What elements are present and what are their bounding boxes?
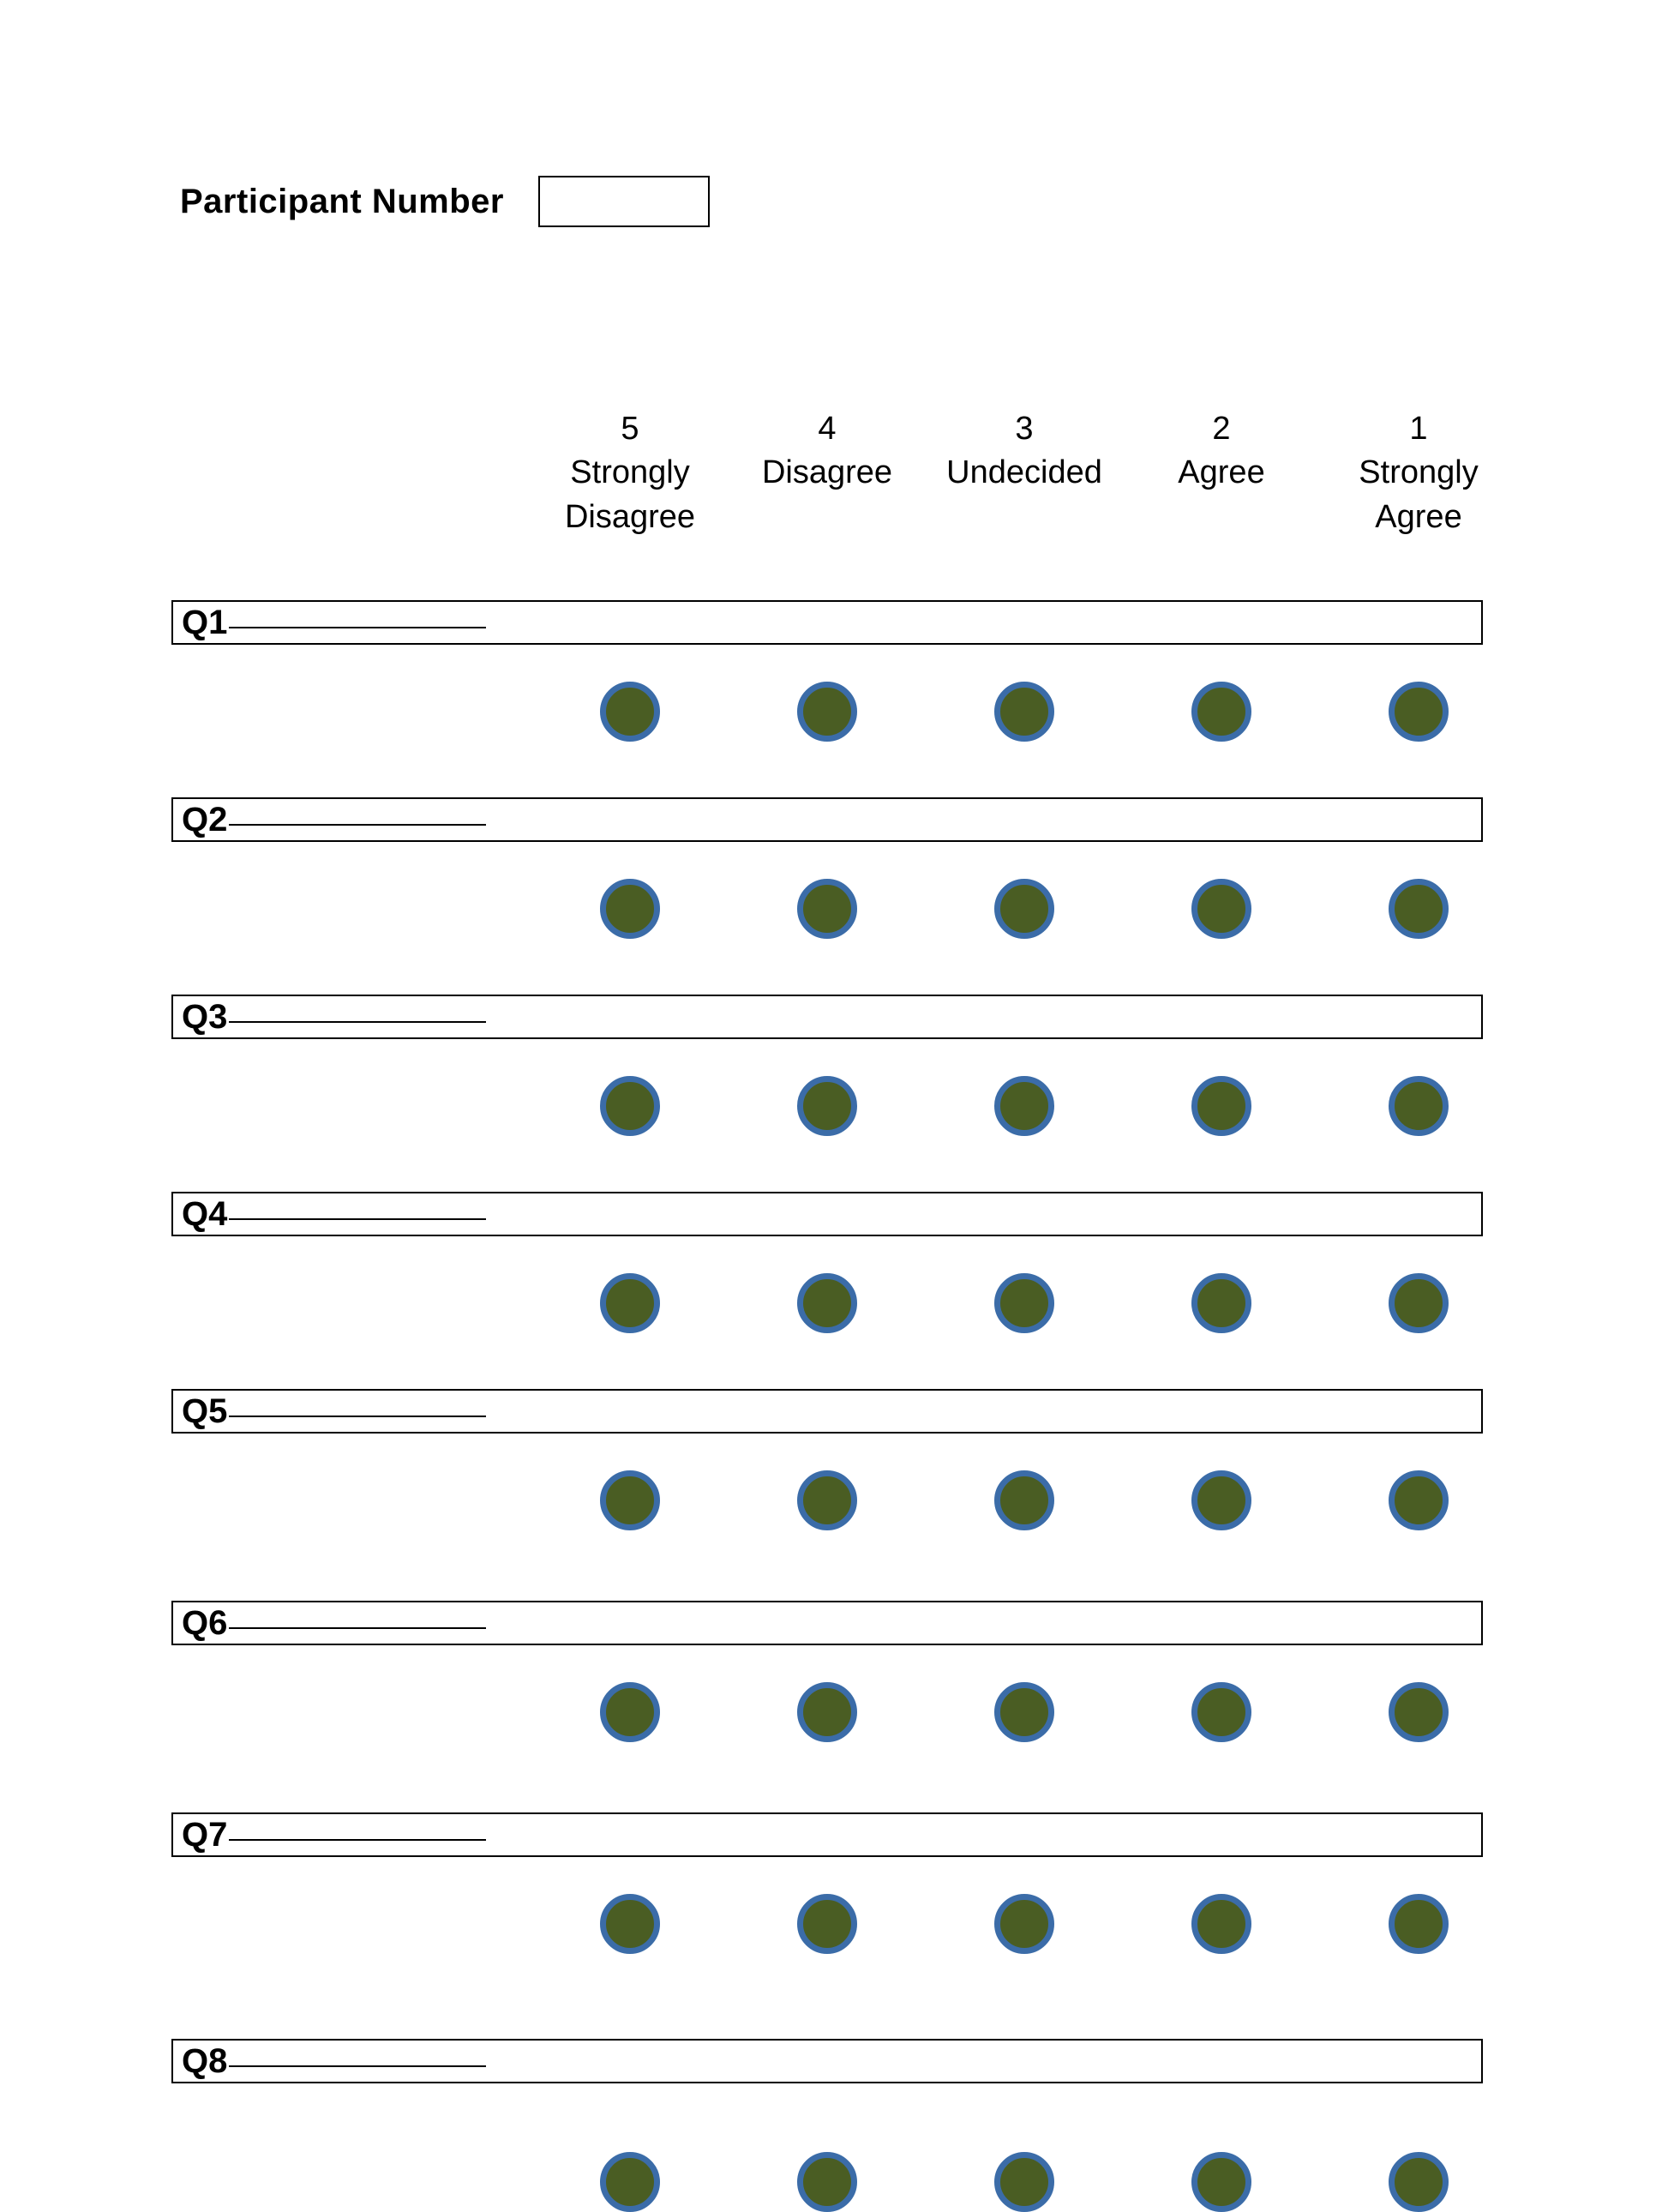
question-label: Q5 [182,1391,227,1432]
radio-q8-2[interactable] [1191,2152,1251,2212]
question-label: Q3 [182,996,227,1037]
question-label: Q4 [182,1193,227,1235]
scale-header-5: 5StronglyDisagree [536,407,724,539]
radio-q2-2[interactable] [1191,879,1251,939]
radio-q2-5[interactable] [600,879,660,939]
question-bar-q4: Q4 [171,1192,1483,1236]
question-text-underline [229,627,486,628]
question-label: Q6 [182,1602,227,1644]
radio-q1-1[interactable] [1389,682,1449,742]
radio-q8-3[interactable] [994,2152,1054,2212]
question-text-underline [229,1218,486,1220]
question-text-underline [229,1627,486,1629]
question-text-underline [229,2065,486,2067]
question-text-underline [229,1021,486,1023]
question-bar-q2: Q2 [171,797,1483,842]
radio-q1-2[interactable] [1191,682,1251,742]
radio-q6-2[interactable] [1191,1682,1251,1742]
scale-header-1: 1StronglyAgree [1324,407,1513,539]
question-bar-q8: Q8 [171,2039,1483,2083]
radio-q8-4[interactable] [797,2152,857,2212]
question-bar-q7: Q7 [171,1812,1483,1857]
radio-q2-3[interactable] [994,879,1054,939]
radio-q3-5[interactable] [600,1076,660,1136]
radio-q7-2[interactable] [1191,1894,1251,1954]
radio-q2-1[interactable] [1389,879,1449,939]
radio-q6-3[interactable] [994,1682,1054,1742]
radio-q4-5[interactable] [600,1273,660,1333]
radio-q5-1[interactable] [1389,1470,1449,1530]
radio-q3-2[interactable] [1191,1076,1251,1136]
radio-q5-5[interactable] [600,1470,660,1530]
radio-q1-5[interactable] [600,682,660,742]
question-label: Q1 [182,602,227,643]
question-bar-q1: Q1 [171,600,1483,645]
survey-page: Participant Number 5StronglyDisagree4Dis… [0,0,1656,2143]
question-text-underline [229,824,486,826]
radio-q5-3[interactable] [994,1470,1054,1530]
radio-q7-3[interactable] [994,1894,1054,1954]
scale-header-4: 4Disagree [733,407,921,496]
radio-q7-5[interactable] [600,1894,660,1954]
question-bar-q6: Q6 [171,1601,1483,1645]
radio-q7-4[interactable] [797,1894,857,1954]
radio-q1-4[interactable] [797,682,857,742]
radio-q6-4[interactable] [797,1682,857,1742]
radio-q4-2[interactable] [1191,1273,1251,1333]
radio-q3-4[interactable] [797,1076,857,1136]
question-text-underline [229,1416,486,1417]
radio-q1-3[interactable] [994,682,1054,742]
question-label: Q8 [182,2041,227,2082]
radio-q4-3[interactable] [994,1273,1054,1333]
radio-q8-5[interactable] [600,2152,660,2212]
radio-q4-1[interactable] [1389,1273,1449,1333]
participant-row: Participant Number [180,176,710,227]
radio-q8-1[interactable] [1389,2152,1449,2212]
radio-q5-2[interactable] [1191,1470,1251,1530]
question-bar-q5: Q5 [171,1389,1483,1434]
question-bar-q3: Q3 [171,995,1483,1039]
radio-q4-4[interactable] [797,1273,857,1333]
radio-q7-1[interactable] [1389,1894,1449,1954]
question-text-underline [229,1839,486,1841]
scale-header-3: 3Undecided [930,407,1119,496]
radio-q2-4[interactable] [797,879,857,939]
radio-q3-1[interactable] [1389,1076,1449,1136]
radio-q6-5[interactable] [600,1682,660,1742]
participant-label: Participant Number [180,183,504,221]
question-label: Q7 [182,1814,227,1855]
scale-header-2: 2Agree [1127,407,1316,496]
radio-q5-4[interactable] [797,1470,857,1530]
radio-q6-1[interactable] [1389,1682,1449,1742]
radio-q3-3[interactable] [994,1076,1054,1136]
question-label: Q2 [182,799,227,840]
participant-number-input[interactable] [538,176,710,227]
